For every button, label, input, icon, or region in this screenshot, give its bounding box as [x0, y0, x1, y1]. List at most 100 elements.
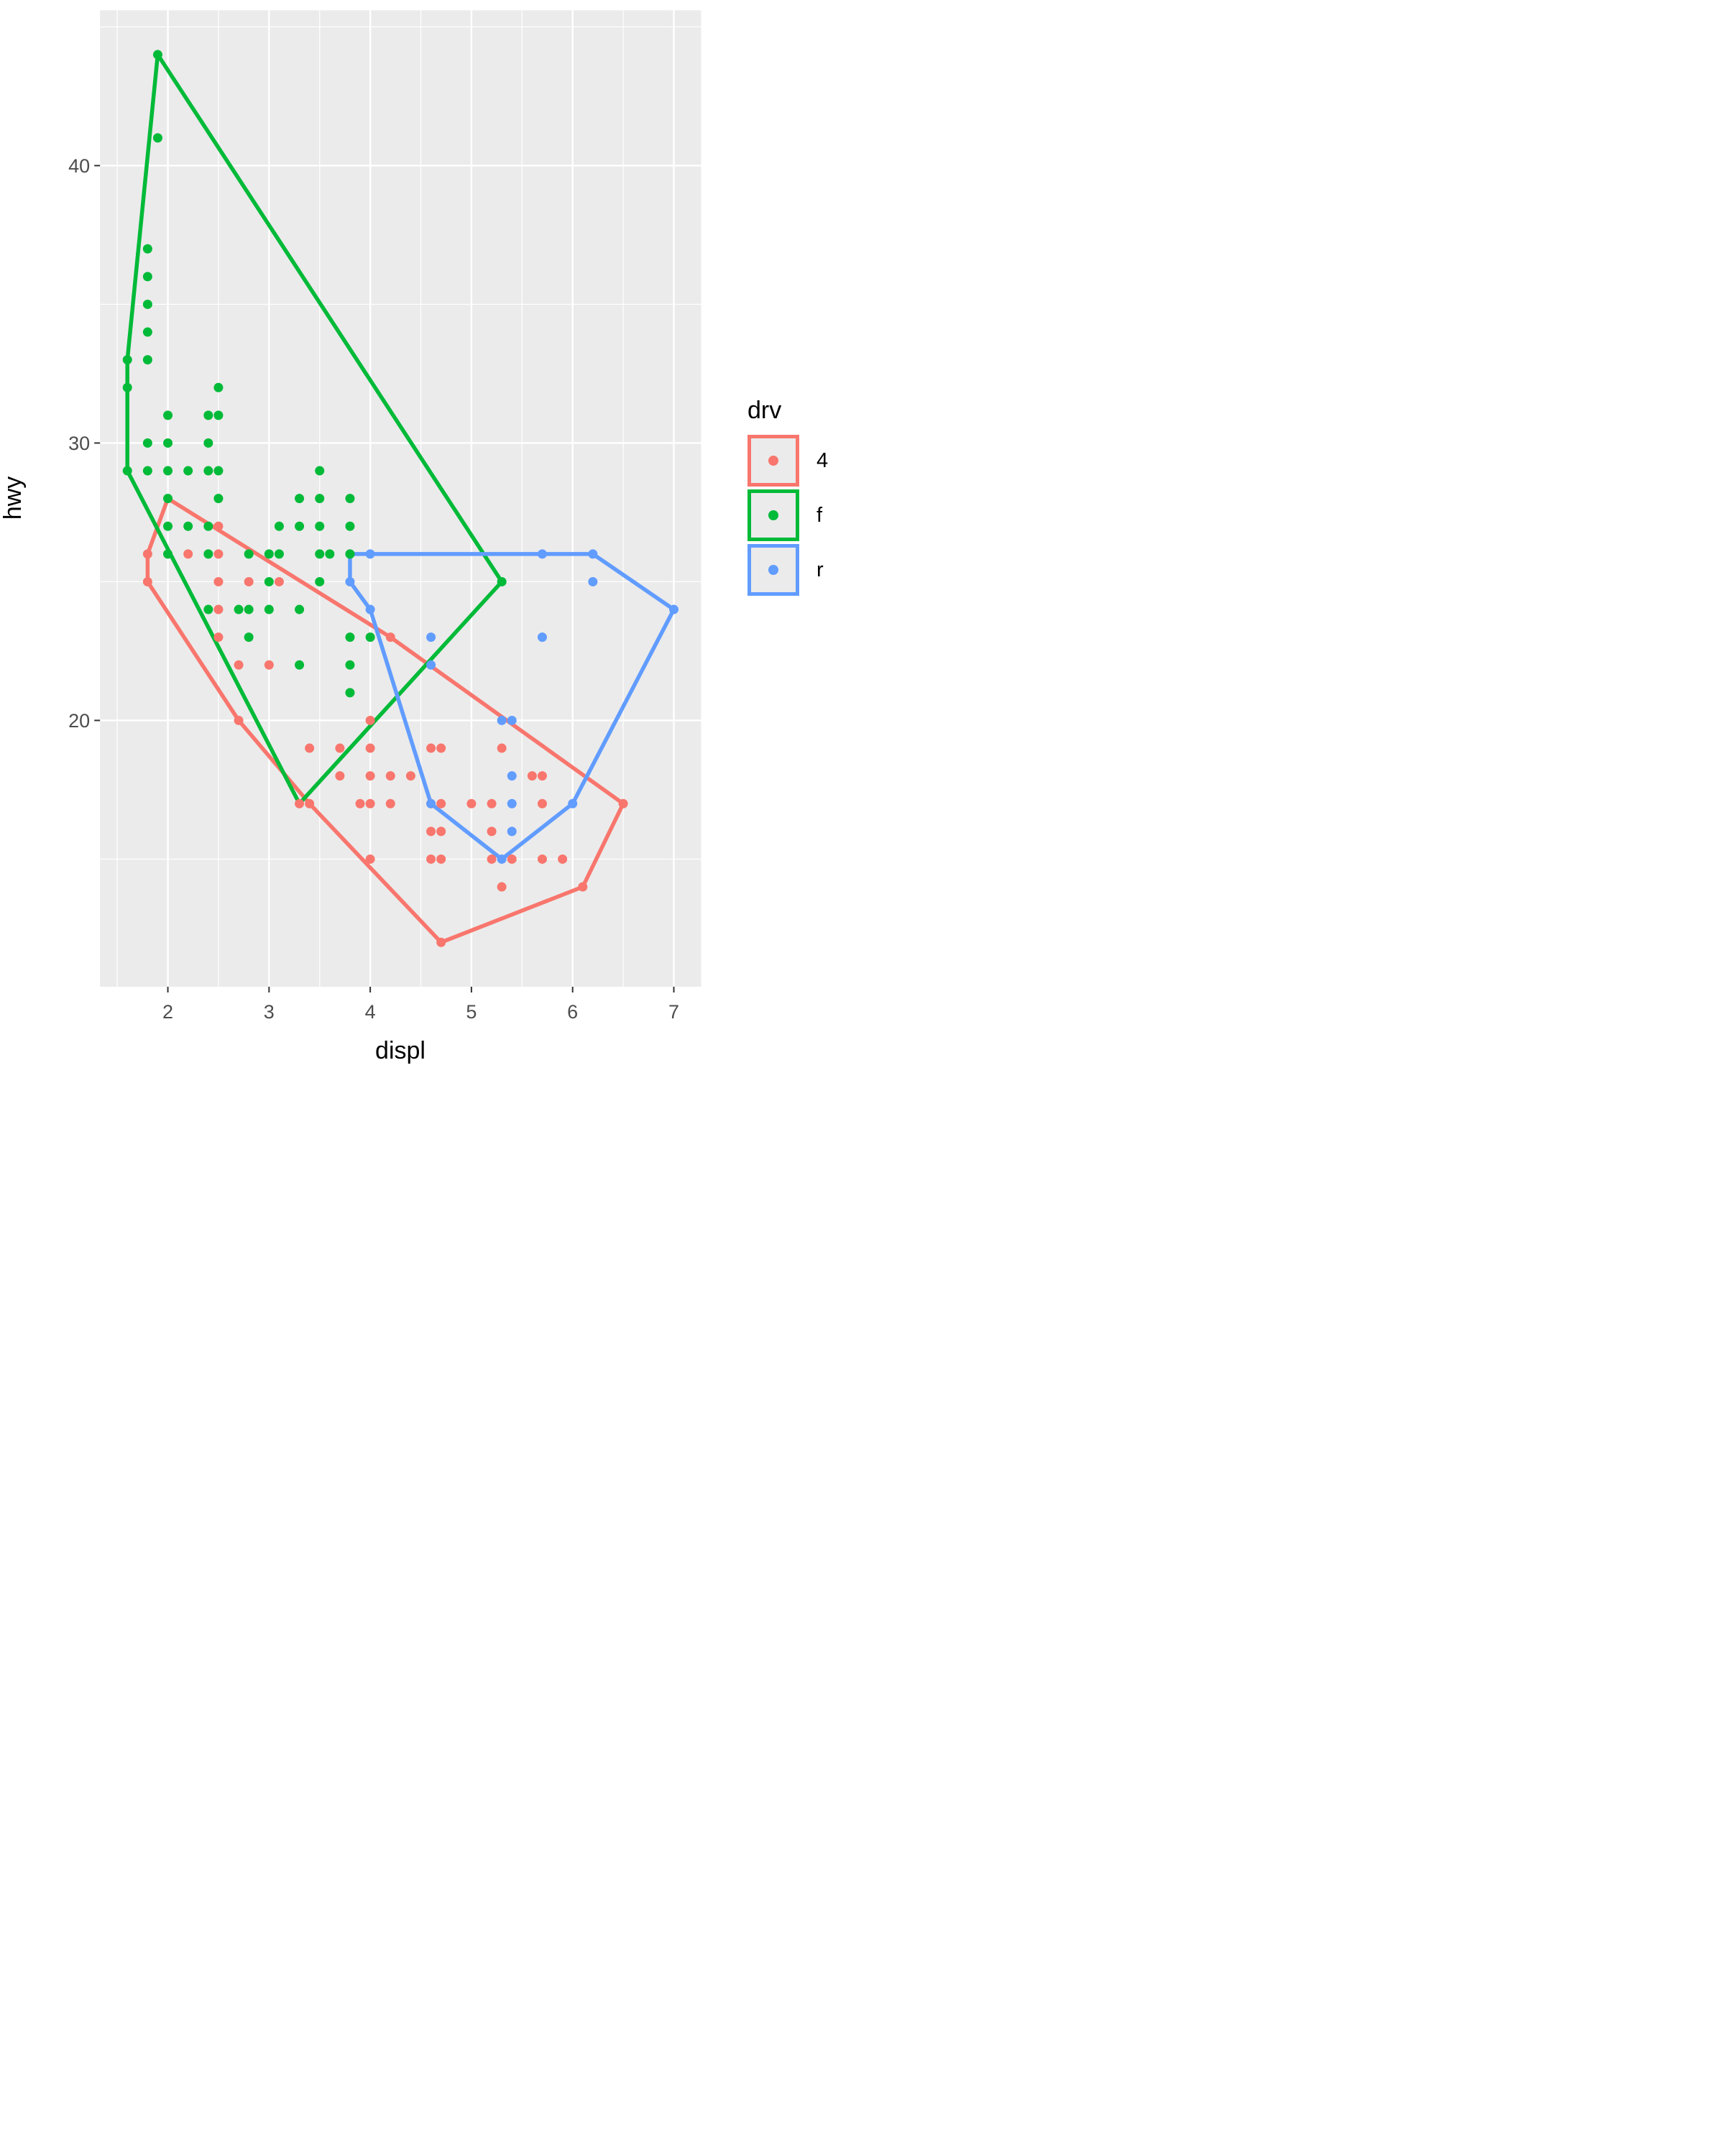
point-f-3.3-28 [295, 494, 305, 504]
point-4-5.2-16 [487, 826, 497, 837]
point-r-6-17 [568, 798, 578, 808]
point-r-4.6-17 [426, 798, 436, 808]
legend-key-dot-f [768, 510, 778, 520]
point-f-2.4-29 [203, 466, 213, 476]
point-f-1.8-34 [142, 327, 152, 337]
point-f-2.5-29 [213, 466, 224, 476]
point-f-3.8-21 [345, 688, 355, 698]
point-f-2.5-28 [213, 494, 224, 504]
point-f-2.5-32 [213, 382, 224, 392]
point-f-3.8-23 [345, 632, 355, 642]
point-4-3.1-25 [274, 576, 284, 586]
mpg-scatter-chart: 2 3 4 5 6 7 20 30 40 [68, 10, 702, 1023]
point-f-3.3-27 [295, 521, 305, 531]
point-f-1.8-36 [142, 272, 152, 282]
point-f-3.8-26 [345, 549, 355, 559]
legend-label-4: 4 [816, 448, 829, 472]
point-f-2-27 [163, 521, 173, 531]
point-f-5.3-25 [497, 576, 507, 586]
point-4-4.7-19 [436, 743, 446, 753]
point-4-4.2-23 [385, 632, 395, 642]
point-f-2.7-24 [234, 604, 244, 614]
point-f-3.5-27 [315, 521, 325, 531]
point-4-6.5-17 [618, 798, 628, 808]
point-f-3.6-26 [325, 549, 335, 559]
point-4-4-20 [365, 715, 375, 725]
point-f-2-30 [163, 438, 173, 448]
point-f-2.8-23 [244, 632, 254, 642]
legend-label-f: f [816, 503, 823, 527]
point-f-2.4-24 [203, 604, 213, 614]
point-4-5.7-15 [537, 854, 547, 864]
point-f-3.5-26 [315, 549, 325, 559]
point-r-4.6-23 [426, 632, 436, 642]
point-4-2.5-26 [213, 549, 224, 559]
point-f-1.6-29 [122, 466, 132, 476]
point-f-2.8-26 [244, 549, 254, 559]
point-4-5.3-19 [497, 743, 507, 753]
point-r-4.6-22 [426, 660, 436, 670]
point-f-1.6-32 [122, 382, 132, 392]
point-f-3.5-25 [315, 576, 325, 586]
point-f-2-29 [163, 466, 173, 476]
point-f-3.5-28 [315, 494, 325, 504]
point-4-4.6-16 [426, 826, 436, 837]
point-f-2.8-24 [244, 604, 254, 614]
point-f-1.9-41 [152, 133, 162, 143]
y-tick-label-20: 20 [68, 710, 90, 732]
point-4-4-19 [365, 743, 375, 753]
legend-keys: 4 f r [748, 435, 828, 596]
y-axis-title: hwy [0, 476, 27, 520]
point-4-3-22 [264, 660, 274, 670]
point-4-4-17 [365, 798, 375, 808]
point-r-4-24 [365, 604, 375, 614]
point-f-3-24 [264, 604, 274, 614]
point-f-3.8-27 [345, 521, 355, 531]
point-4-2.5-24 [213, 604, 224, 614]
point-f-2.4-26 [203, 549, 213, 559]
point-f-3.1-26 [274, 549, 284, 559]
point-4-4.7-16 [436, 826, 446, 837]
legend-key-f [748, 489, 799, 541]
legend: drv 4 f r [748, 397, 828, 599]
point-4-3.7-18 [335, 771, 345, 781]
point-4-4.2-18 [385, 771, 395, 781]
point-f-1.8-30 [142, 438, 152, 448]
point-f-2.4-27 [203, 521, 213, 531]
point-f-1.9-44 [152, 50, 162, 60]
x-tick-label-7: 7 [668, 1001, 679, 1023]
legend-key-4 [748, 435, 799, 487]
point-r-5.4-18 [507, 771, 517, 781]
point-r-5.4-17 [507, 798, 517, 808]
point-r-4-26 [365, 549, 375, 559]
point-4-4.6-15 [426, 854, 436, 864]
point-f-1.6-33 [122, 355, 132, 365]
point-r-7-24 [668, 604, 678, 614]
point-f-2.5-31 [213, 410, 224, 420]
point-f-3-26 [264, 549, 274, 559]
point-r-3.8-25 [345, 576, 355, 586]
point-r-5.7-23 [537, 632, 547, 642]
legend-key-r [748, 544, 799, 596]
point-4-5.2-15 [487, 854, 497, 864]
point-4-1.8-25 [142, 576, 152, 586]
point-4-3.3-17 [295, 798, 305, 808]
point-f-2.4-30 [203, 438, 213, 448]
point-4-2.5-25 [213, 576, 224, 586]
point-f-3.8-28 [345, 494, 355, 504]
point-4-3.4-17 [305, 798, 315, 808]
point-r-5.7-26 [537, 549, 547, 559]
point-4-5.6-18 [527, 771, 537, 781]
point-4-2.7-20 [234, 715, 244, 725]
point-4-3.9-17 [355, 798, 365, 808]
point-4-5.3-14 [497, 882, 507, 892]
point-4-4.7-12 [436, 937, 446, 947]
point-4-6.1-14 [578, 882, 588, 892]
point-f-3.8-22 [345, 660, 355, 670]
point-4-5-17 [466, 798, 477, 808]
legend-key-dot-4 [768, 456, 778, 466]
point-r-6.2-26 [588, 549, 598, 559]
x-tick-label-2: 2 [162, 1001, 173, 1023]
point-4-3.4-19 [305, 743, 315, 753]
x-tick-label-5: 5 [466, 1001, 477, 1023]
